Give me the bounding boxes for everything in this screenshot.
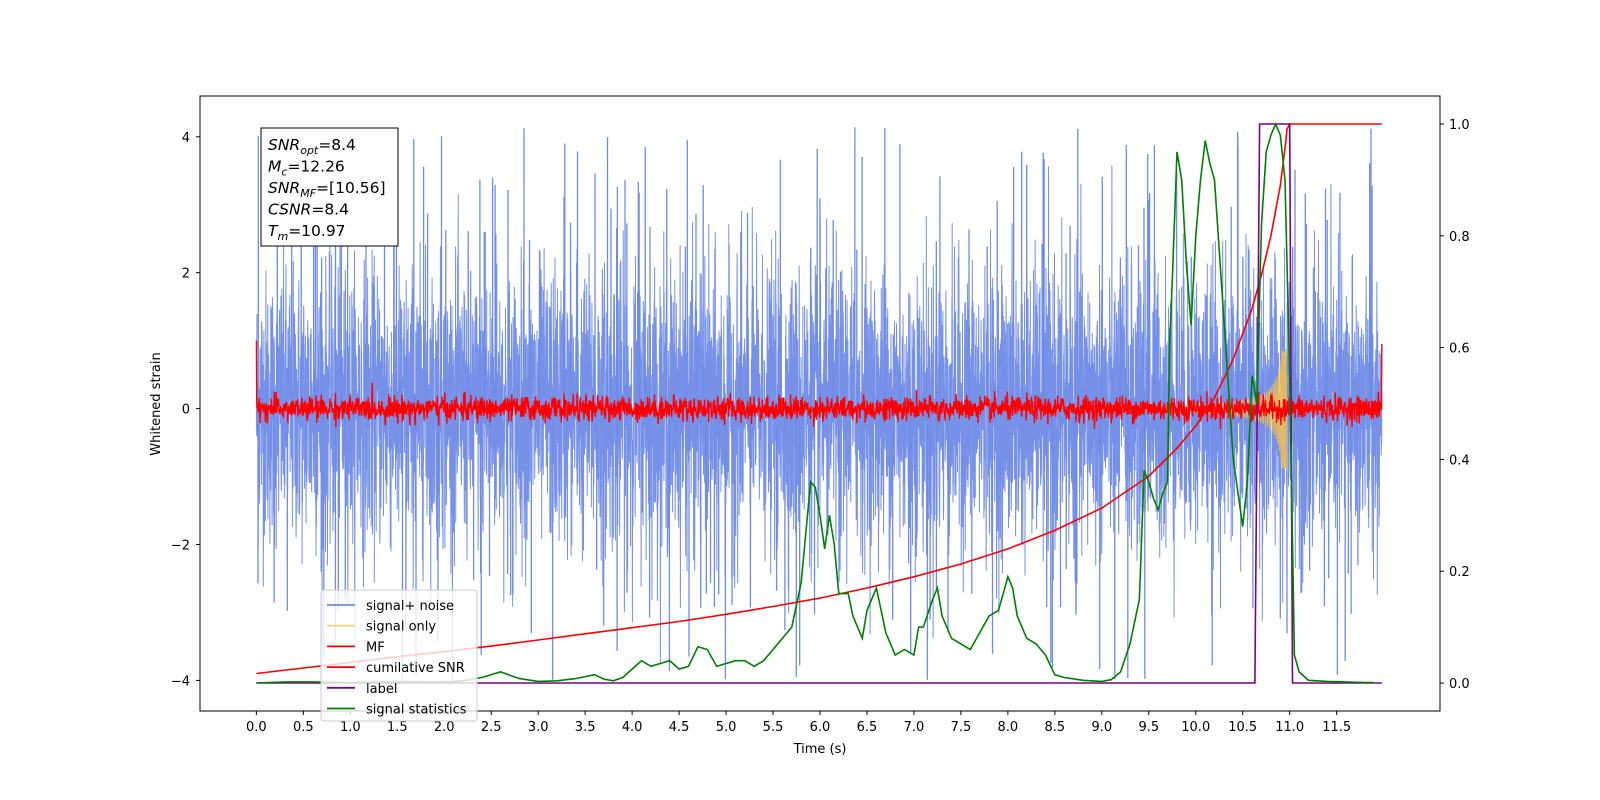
y-axis-label: Whitened strain: [149, 352, 164, 455]
x-tick-label: 7.0: [904, 720, 925, 735]
series-mf: [255, 340, 1383, 430]
x-tick-label: 3.5: [575, 720, 596, 735]
legend-entry: MF: [366, 640, 385, 655]
series-signal-noise-peaks: [257, 127, 1373, 680]
x-tick-label: 10.5: [1228, 720, 1257, 735]
legend-entry: signal+ noise: [366, 599, 454, 614]
annotation-line: Mc=12.26: [268, 158, 345, 179]
data-layer: [255, 121, 1383, 684]
x-tick-label: 4.0: [622, 720, 643, 735]
x-axis-label: Time (s): [793, 742, 847, 757]
x-tick-label: 4.5: [669, 720, 690, 735]
x-tick-label: 8.0: [998, 720, 1019, 735]
x-tick-label: 1.5: [387, 720, 408, 735]
y2-tick-label: 0.6: [1449, 342, 1470, 357]
y-axis-left: −4 −2 0 2 4: [171, 131, 200, 689]
y-axis-right: 0.0 0.2 0.4 0.6 0.8 1.0: [1440, 118, 1470, 692]
x-tick-label: 7.5: [951, 720, 972, 735]
legend-entry: signal statistics: [366, 703, 467, 718]
x-tick-label: 9.5: [1138, 720, 1159, 735]
x-tick-label: 10.0: [1181, 720, 1210, 735]
legend-entry: cumilative SNR: [366, 661, 465, 676]
x-tick-label: 0.5: [293, 720, 314, 735]
y2-tick-label: 0.2: [1449, 565, 1470, 580]
x-tick-label: 5.0: [716, 720, 737, 735]
y-tick-label: 2: [182, 267, 190, 282]
x-tick-label: 3.0: [528, 720, 549, 735]
x-tick-label: 1.0: [340, 720, 361, 735]
annotation-line: Tm=10.97: [268, 222, 346, 243]
x-tick-label: 9.0: [1091, 720, 1112, 735]
legend-entry: signal only: [366, 620, 436, 635]
series-label: [256, 123, 1382, 684]
y2-tick-label: 0.4: [1449, 453, 1470, 468]
series-cumulative-snr: [256, 123, 1382, 675]
legend-entry: label: [366, 682, 397, 697]
y2-tick-label: 1.0: [1449, 118, 1470, 133]
series-signal-statistics: [256, 121, 1375, 684]
x-tick-label: 8.5: [1045, 720, 1066, 735]
x-tick-label: 2.5: [481, 720, 502, 735]
y2-tick-label: 0.0: [1449, 677, 1470, 692]
x-tick-label: 0.0: [246, 720, 267, 735]
x-tick-label: 11.0: [1275, 720, 1304, 735]
x-tick-label: 6.0: [810, 720, 831, 735]
x-tick-label: 5.5: [763, 720, 784, 735]
annotation-line: SNRMF=[10.56]: [268, 179, 386, 200]
legend: signal+ noise signal only MF cumilative SNR…: [320, 589, 478, 722]
annotation-line: CSNR=8.4: [268, 201, 349, 219]
y-tick-label: −4: [171, 674, 190, 689]
x-tick-label: 2.0: [434, 720, 455, 735]
x-tick-label: 11.5: [1322, 720, 1351, 735]
x-tick-label: 6.5: [857, 720, 878, 735]
y-tick-label: 4: [182, 131, 190, 146]
y-tick-label: 0: [182, 403, 190, 418]
y-tick-label: −2: [171, 539, 190, 554]
x-axis: 0.0 0.5 1.0 1.5 2.0 2.5 3.0 3.5 4.0 4.5 5.0 5.5 6.0 6…: [246, 711, 1351, 735]
y2-tick-label: 0.8: [1449, 230, 1470, 245]
annotation-line: SNRopt=8.4: [268, 136, 356, 157]
